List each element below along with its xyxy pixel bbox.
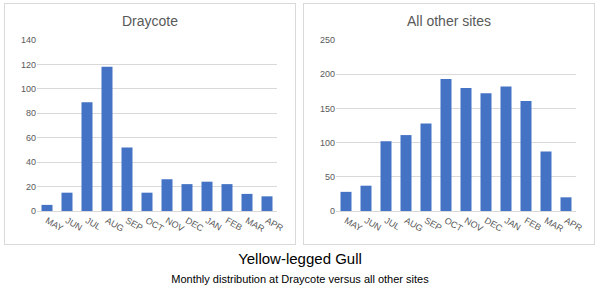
svg-text:60: 60 [26, 133, 36, 143]
svg-text:Draycote: Draycote [122, 13, 178, 29]
svg-text:DEC: DEC [483, 215, 505, 233]
svg-text:APR: APR [264, 215, 285, 233]
svg-text:0: 0 [330, 206, 335, 216]
svg-text:JUL: JUL [84, 215, 103, 232]
svg-text:100: 100 [21, 84, 36, 94]
svg-text:SEP: SEP [124, 215, 145, 233]
svg-text:140: 140 [21, 35, 36, 45]
svg-text:AUG: AUG [403, 215, 425, 233]
svg-text:JUL: JUL [383, 215, 402, 232]
svg-text:80: 80 [26, 108, 36, 118]
svg-text:50: 50 [325, 172, 335, 182]
svg-text:NOV: NOV [164, 215, 186, 233]
svg-text:APR: APR [563, 215, 584, 233]
svg-text:JAN: JAN [503, 215, 523, 232]
svg-text:SEP: SEP [423, 215, 444, 233]
svg-text:20: 20 [26, 182, 36, 192]
svg-text:NOV: NOV [463, 215, 485, 233]
svg-text:All other sites: All other sites [407, 13, 491, 29]
svg-text:JUN: JUN [64, 215, 84, 232]
svg-text:JUN: JUN [363, 215, 383, 232]
svg-text:JAN: JAN [204, 215, 224, 232]
svg-text:AUG: AUG [104, 215, 126, 233]
svg-text:40: 40 [26, 157, 36, 167]
svg-text:DEC: DEC [184, 215, 206, 233]
svg-text:MAR: MAR [543, 215, 566, 234]
html-text:Monthly distribution at Drayco: Monthly distribution at Draycote versus … [171, 273, 429, 285]
svg-text:OCT: OCT [443, 215, 465, 233]
svg-text:100: 100 [320, 138, 335, 148]
svg-text:250: 250 [320, 35, 335, 45]
svg-text:OCT: OCT [144, 215, 166, 233]
svg-text:150: 150 [320, 104, 335, 114]
svg-text:MAY: MAY [44, 215, 65, 233]
html-text:Yellow-legged Gull: Yellow-legged Gull [238, 250, 362, 267]
svg-text:200: 200 [320, 69, 335, 79]
svg-text:FEB: FEB [523, 215, 543, 232]
svg-text:120: 120 [21, 60, 36, 70]
svg-text:0: 0 [31, 206, 36, 216]
svg-text:FEB: FEB [224, 215, 244, 232]
svg-text:MAR: MAR [244, 215, 267, 234]
svg-text:MAY: MAY [343, 215, 364, 233]
